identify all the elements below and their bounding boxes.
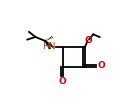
Text: O: O: [58, 77, 66, 86]
Text: HN: HN: [41, 42, 55, 51]
Text: O: O: [96, 61, 104, 70]
Text: O: O: [83, 36, 91, 45]
